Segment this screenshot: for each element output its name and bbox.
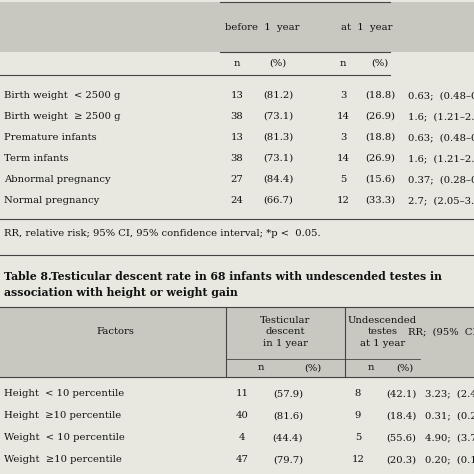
Text: (26.9): (26.9) [365,112,395,121]
Text: n: n [367,364,374,373]
Text: (33.3): (33.3) [365,196,395,205]
Text: before  1  year: before 1 year [225,22,300,31]
Text: Factors: Factors [96,328,134,337]
Text: 24: 24 [230,196,244,205]
Text: 3.23;  (2.46–4.25): 3.23; (2.46–4.25) [425,390,474,399]
Text: (18.4): (18.4) [386,411,416,420]
Text: 40: 40 [236,411,248,420]
Text: 14: 14 [337,112,349,121]
Text: 13: 13 [230,91,244,100]
Text: at  1  year: at 1 year [341,22,392,31]
Text: Birth weight  < 2500 g: Birth weight < 2500 g [4,91,120,100]
Text: Term infants: Term infants [4,154,69,163]
Text: 12: 12 [337,196,349,205]
Text: (73.1): (73.1) [263,154,293,163]
Text: 14: 14 [337,154,349,163]
Text: (26.9): (26.9) [365,154,395,163]
Text: RR;  (95%  CI)*: RR; (95% CI)* [408,328,474,337]
Text: Table 8.: Table 8. [4,272,52,283]
Text: (42.1): (42.1) [386,390,416,399]
Text: (84.4): (84.4) [263,175,293,184]
Text: 38: 38 [231,112,243,121]
Text: 1.6;  (1.21–2.1): 1.6; (1.21–2.1) [408,112,474,121]
Text: 0.63;  (0.48–0.82): 0.63; (0.48–0.82) [408,133,474,142]
Text: 13: 13 [230,133,244,142]
Text: 0.63;  (0.48–0.82): 0.63; (0.48–0.82) [408,91,474,100]
Text: (20.3): (20.3) [386,456,416,465]
Text: n: n [258,364,264,373]
Text: 38: 38 [231,154,243,163]
Text: (57.9): (57.9) [273,390,303,399]
Text: 4: 4 [239,434,245,443]
Text: (79.7): (79.7) [273,456,303,465]
Text: 3: 3 [340,133,346,142]
Text: Birth weight  ≥ 2500 g: Birth weight ≥ 2500 g [4,112,120,121]
Text: Height  ≥10 percentile: Height ≥10 percentile [4,411,121,420]
Text: (55.6): (55.6) [386,434,416,443]
Text: 9: 9 [355,411,361,420]
Text: 0.20;  (0.16–0.27): 0.20; (0.16–0.27) [425,456,474,465]
Text: (15.6): (15.6) [365,175,395,184]
Text: 4.90;  (3.72–6.44): 4.90; (3.72–6.44) [425,434,474,443]
Text: 27: 27 [231,175,243,184]
Text: Weight  ≥10 percentile: Weight ≥10 percentile [4,456,122,465]
Text: Testicular descent rate in 68 infants with undescended testes in: Testicular descent rate in 68 infants wi… [47,272,442,283]
Text: (18.8): (18.8) [365,91,395,100]
Text: association with height or weight gain: association with height or weight gain [4,288,238,299]
Text: 1.6;  (1.21–2.1): 1.6; (1.21–2.1) [408,154,474,163]
Text: n: n [234,58,240,67]
Text: (81.2): (81.2) [263,91,293,100]
Text: (%): (%) [371,58,389,67]
Text: 47: 47 [236,456,248,465]
Text: (44.4): (44.4) [273,434,303,443]
Text: (66.7): (66.7) [263,196,293,205]
Text: (%): (%) [269,58,287,67]
Text: Testicular
descent
in 1 year: Testicular descent in 1 year [260,316,310,348]
Text: 5: 5 [355,434,361,443]
Text: (73.1): (73.1) [263,112,293,121]
Text: Normal pregnancy: Normal pregnancy [4,196,99,205]
Text: 12: 12 [352,456,365,465]
Text: (%): (%) [304,364,321,373]
Text: (81.3): (81.3) [263,133,293,142]
Text: 5: 5 [340,175,346,184]
Text: 0.31;  (0.24–0.41): 0.31; (0.24–0.41) [425,411,474,420]
Text: 3: 3 [340,91,346,100]
Text: Abnormal pregnancy: Abnormal pregnancy [4,175,110,184]
Text: 0.37;  (0.28–0.49)*: 0.37; (0.28–0.49)* [408,175,474,184]
Bar [0,2,474,52]
Text: (81.6): (81.6) [273,411,303,420]
Bar [0,307,474,377]
Text: 11: 11 [236,390,248,399]
Text: (18.8): (18.8) [365,133,395,142]
Text: Height  < 10 percentile: Height < 10 percentile [4,390,124,399]
Text: RR, relative risk; 95% CI, 95% confidence interval; *p <  0.05.: RR, relative risk; 95% CI, 95% confidenc… [4,228,320,237]
Text: Weight  < 10 percentile: Weight < 10 percentile [4,434,125,443]
Text: (%): (%) [396,364,413,373]
Text: Premature infants: Premature infants [4,133,97,142]
Text: 2.7;  (2.05–3.55)*: 2.7; (2.05–3.55)* [408,196,474,205]
Text: Undescended
testes
at 1 year: Undescended testes at 1 year [348,316,417,348]
Text: 8: 8 [355,390,361,399]
Text: n: n [340,58,346,67]
